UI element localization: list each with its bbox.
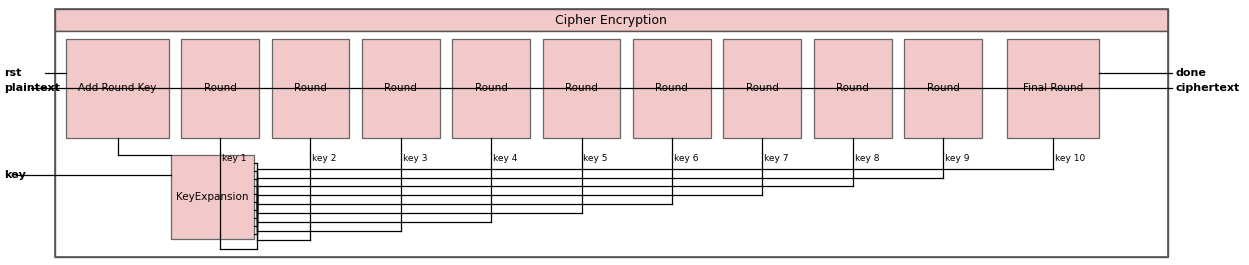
Text: key 3: key 3 xyxy=(402,154,427,163)
Text: Add Round Key: Add Round Key xyxy=(79,83,156,94)
Text: Round: Round xyxy=(204,83,236,94)
Bar xyxy=(66,39,169,138)
Text: key 9: key 9 xyxy=(945,154,969,163)
Bar xyxy=(904,39,982,138)
Bar xyxy=(55,9,1168,31)
Text: Round: Round xyxy=(475,83,507,94)
Text: key: key xyxy=(4,170,26,180)
Bar xyxy=(181,39,259,138)
Text: Round: Round xyxy=(746,83,778,94)
Text: Round: Round xyxy=(927,83,959,94)
Text: Round: Round xyxy=(385,83,417,94)
Text: key 10: key 10 xyxy=(1055,154,1085,163)
Text: key 2: key 2 xyxy=(312,154,337,163)
Text: done: done xyxy=(1175,68,1207,78)
Text: KeyExpansion: KeyExpansion xyxy=(176,192,249,202)
Bar xyxy=(55,31,1168,257)
Bar xyxy=(1007,39,1099,138)
Text: Round: Round xyxy=(565,83,598,94)
Text: Final Round: Final Round xyxy=(1023,83,1083,94)
Text: ciphertext: ciphertext xyxy=(1175,83,1239,94)
Bar xyxy=(723,39,801,138)
Text: rst: rst xyxy=(4,68,21,78)
Text: key 7: key 7 xyxy=(764,154,788,163)
Text: Round: Round xyxy=(656,83,688,94)
Text: key 1: key 1 xyxy=(222,154,246,163)
Bar xyxy=(542,39,621,138)
Bar xyxy=(452,39,530,138)
Text: key 5: key 5 xyxy=(583,154,608,163)
Text: plaintext: plaintext xyxy=(4,83,60,94)
Bar xyxy=(171,155,254,239)
Text: key 8: key 8 xyxy=(854,154,879,163)
Text: Round: Round xyxy=(837,83,869,94)
Bar xyxy=(271,39,350,138)
Bar xyxy=(814,39,892,138)
Bar xyxy=(633,39,711,138)
Bar xyxy=(362,39,440,138)
Text: Cipher Encryption: Cipher Encryption xyxy=(556,14,667,27)
Text: Round: Round xyxy=(294,83,327,94)
Text: key 4: key 4 xyxy=(493,154,517,163)
Text: key 6: key 6 xyxy=(674,154,698,163)
